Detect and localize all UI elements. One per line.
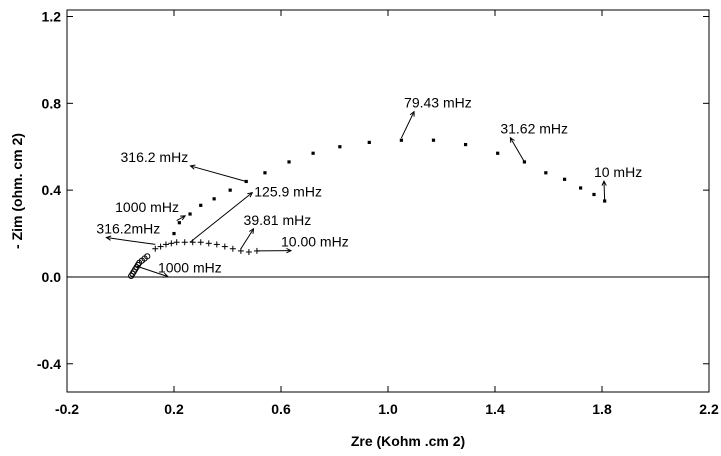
- arrow-head: [409, 110, 415, 117]
- annotation: 10 mHz: [594, 164, 642, 202]
- arrow-head: [189, 164, 196, 170]
- data-point: [603, 199, 607, 203]
- data-point: [221, 243, 228, 250]
- data-point: [245, 249, 252, 256]
- annotation-label: 125.9 mHz: [254, 184, 322, 200]
- arrow-head: [105, 235, 112, 241]
- data-point: [367, 140, 371, 144]
- annotation: 39.81 mHz: [240, 212, 312, 250]
- annotation: 316.2 mHz: [121, 149, 247, 182]
- x-tick-label: 0.2: [164, 401, 184, 417]
- arrow-head: [286, 247, 293, 254]
- data-point: [212, 197, 216, 201]
- annotation-label: 1000 mHz: [158, 260, 222, 276]
- data-point: [173, 239, 180, 246]
- data-point: [496, 151, 500, 155]
- annotation-arrow: [106, 237, 156, 245]
- data-point: [229, 245, 236, 252]
- data-point: [287, 160, 291, 164]
- data-point: [522, 160, 527, 164]
- annotation-label: 316.2 mHz: [121, 149, 189, 165]
- data-point: [263, 171, 267, 175]
- y-tick-label: 1.2: [42, 9, 62, 25]
- annotation-label: 79.43 mHz: [404, 95, 472, 111]
- data-point: [579, 186, 583, 190]
- data-point: [338, 145, 342, 149]
- x-tick-label: 2.2: [699, 401, 719, 417]
- annotation: 31.62 mHz: [500, 121, 568, 163]
- annotation-label: 316.2mHz: [96, 221, 160, 237]
- data-point: [399, 138, 403, 142]
- data-point: [157, 243, 164, 250]
- data-point: [162, 241, 169, 248]
- series-square: [172, 138, 607, 236]
- annotation-layer: 79.43 mHz 31.62 mHz 10 mHz 316.2 mHz 125.9 m…: [96, 95, 642, 278]
- series-layer: [128, 138, 607, 279]
- data-point: [181, 239, 188, 246]
- data-point: [311, 151, 315, 155]
- data-point: [205, 240, 212, 247]
- annotation: 316.2mHz: [96, 221, 160, 245]
- y-tick-label: -0.4: [37, 356, 61, 372]
- data-point: [562, 177, 567, 181]
- data-point: [197, 239, 204, 246]
- arrow-head: [180, 215, 187, 221]
- data-point: [228, 188, 232, 192]
- annotation: 1000 mHz: [115, 199, 187, 221]
- series-plus: [152, 239, 260, 256]
- arrow-head: [247, 191, 254, 198]
- annotation: 125.9 mHz: [189, 184, 322, 243]
- x-tick-label: 1.8: [592, 401, 612, 417]
- annotation-arrow: [240, 228, 254, 250]
- annotation-arrow: [189, 192, 253, 243]
- data-point: [152, 245, 159, 252]
- data-point: [431, 138, 436, 142]
- annotation: 79.43 mHz: [400, 95, 472, 139]
- arrow-head: [162, 272, 170, 278]
- annotation-arrow: [136, 265, 169, 278]
- annotation-label: 31.62 mHz: [500, 121, 568, 137]
- data-point: [188, 212, 192, 216]
- x-tick-label: -0.2: [55, 401, 79, 417]
- x-axis-label: Zre (Kohm .cm 2): [351, 433, 465, 449]
- annotation-label: 39.81 mHz: [244, 212, 312, 228]
- data-point: [213, 241, 220, 248]
- arrow-head: [601, 179, 607, 186]
- annotation: 10.00 mHz: [256, 234, 349, 254]
- data-point: [237, 247, 244, 254]
- data-point: [177, 221, 181, 225]
- y-axis-label: - Zim (ohm. cm 2): [9, 133, 25, 249]
- annotation-arrow: [603, 181, 606, 202]
- x-tick-label: 0.6: [271, 401, 291, 417]
- data-point: [544, 171, 548, 175]
- data-point: [463, 142, 468, 147]
- y-tick-label: 0.8: [42, 95, 62, 111]
- y-tick-label: 0.0: [42, 269, 62, 285]
- data-point: [172, 231, 176, 236]
- annotation-label: 10.00 mHz: [281, 234, 349, 250]
- tick-labels: -0.2 0.2 0.6 1.0 1.4 1.8 2.2 -0.4 0.0 0.4 0.8 1.2: [37, 9, 719, 417]
- x-tick-label: 1.0: [378, 401, 398, 417]
- data-point: [144, 253, 151, 260]
- annotation-arrow: [509, 137, 525, 163]
- annotation-label: 1000 mHz: [115, 199, 179, 215]
- x-tick-label: 1.4: [485, 401, 505, 417]
- annotation-arrow: [190, 165, 247, 182]
- annotation-label: 10 mHz: [594, 164, 642, 180]
- data-point: [168, 240, 175, 247]
- annotation: 1000 mHz: [136, 260, 222, 278]
- arrow-head: [509, 136, 515, 143]
- y-tick-label: 0.4: [42, 182, 62, 198]
- annotation-arrow: [400, 111, 415, 139]
- data-point: [199, 203, 203, 207]
- data-point: [592, 192, 596, 197]
- annotation-arrow: [176, 215, 186, 221]
- series-circle: [128, 253, 151, 279]
- arrow-head: [249, 227, 255, 234]
